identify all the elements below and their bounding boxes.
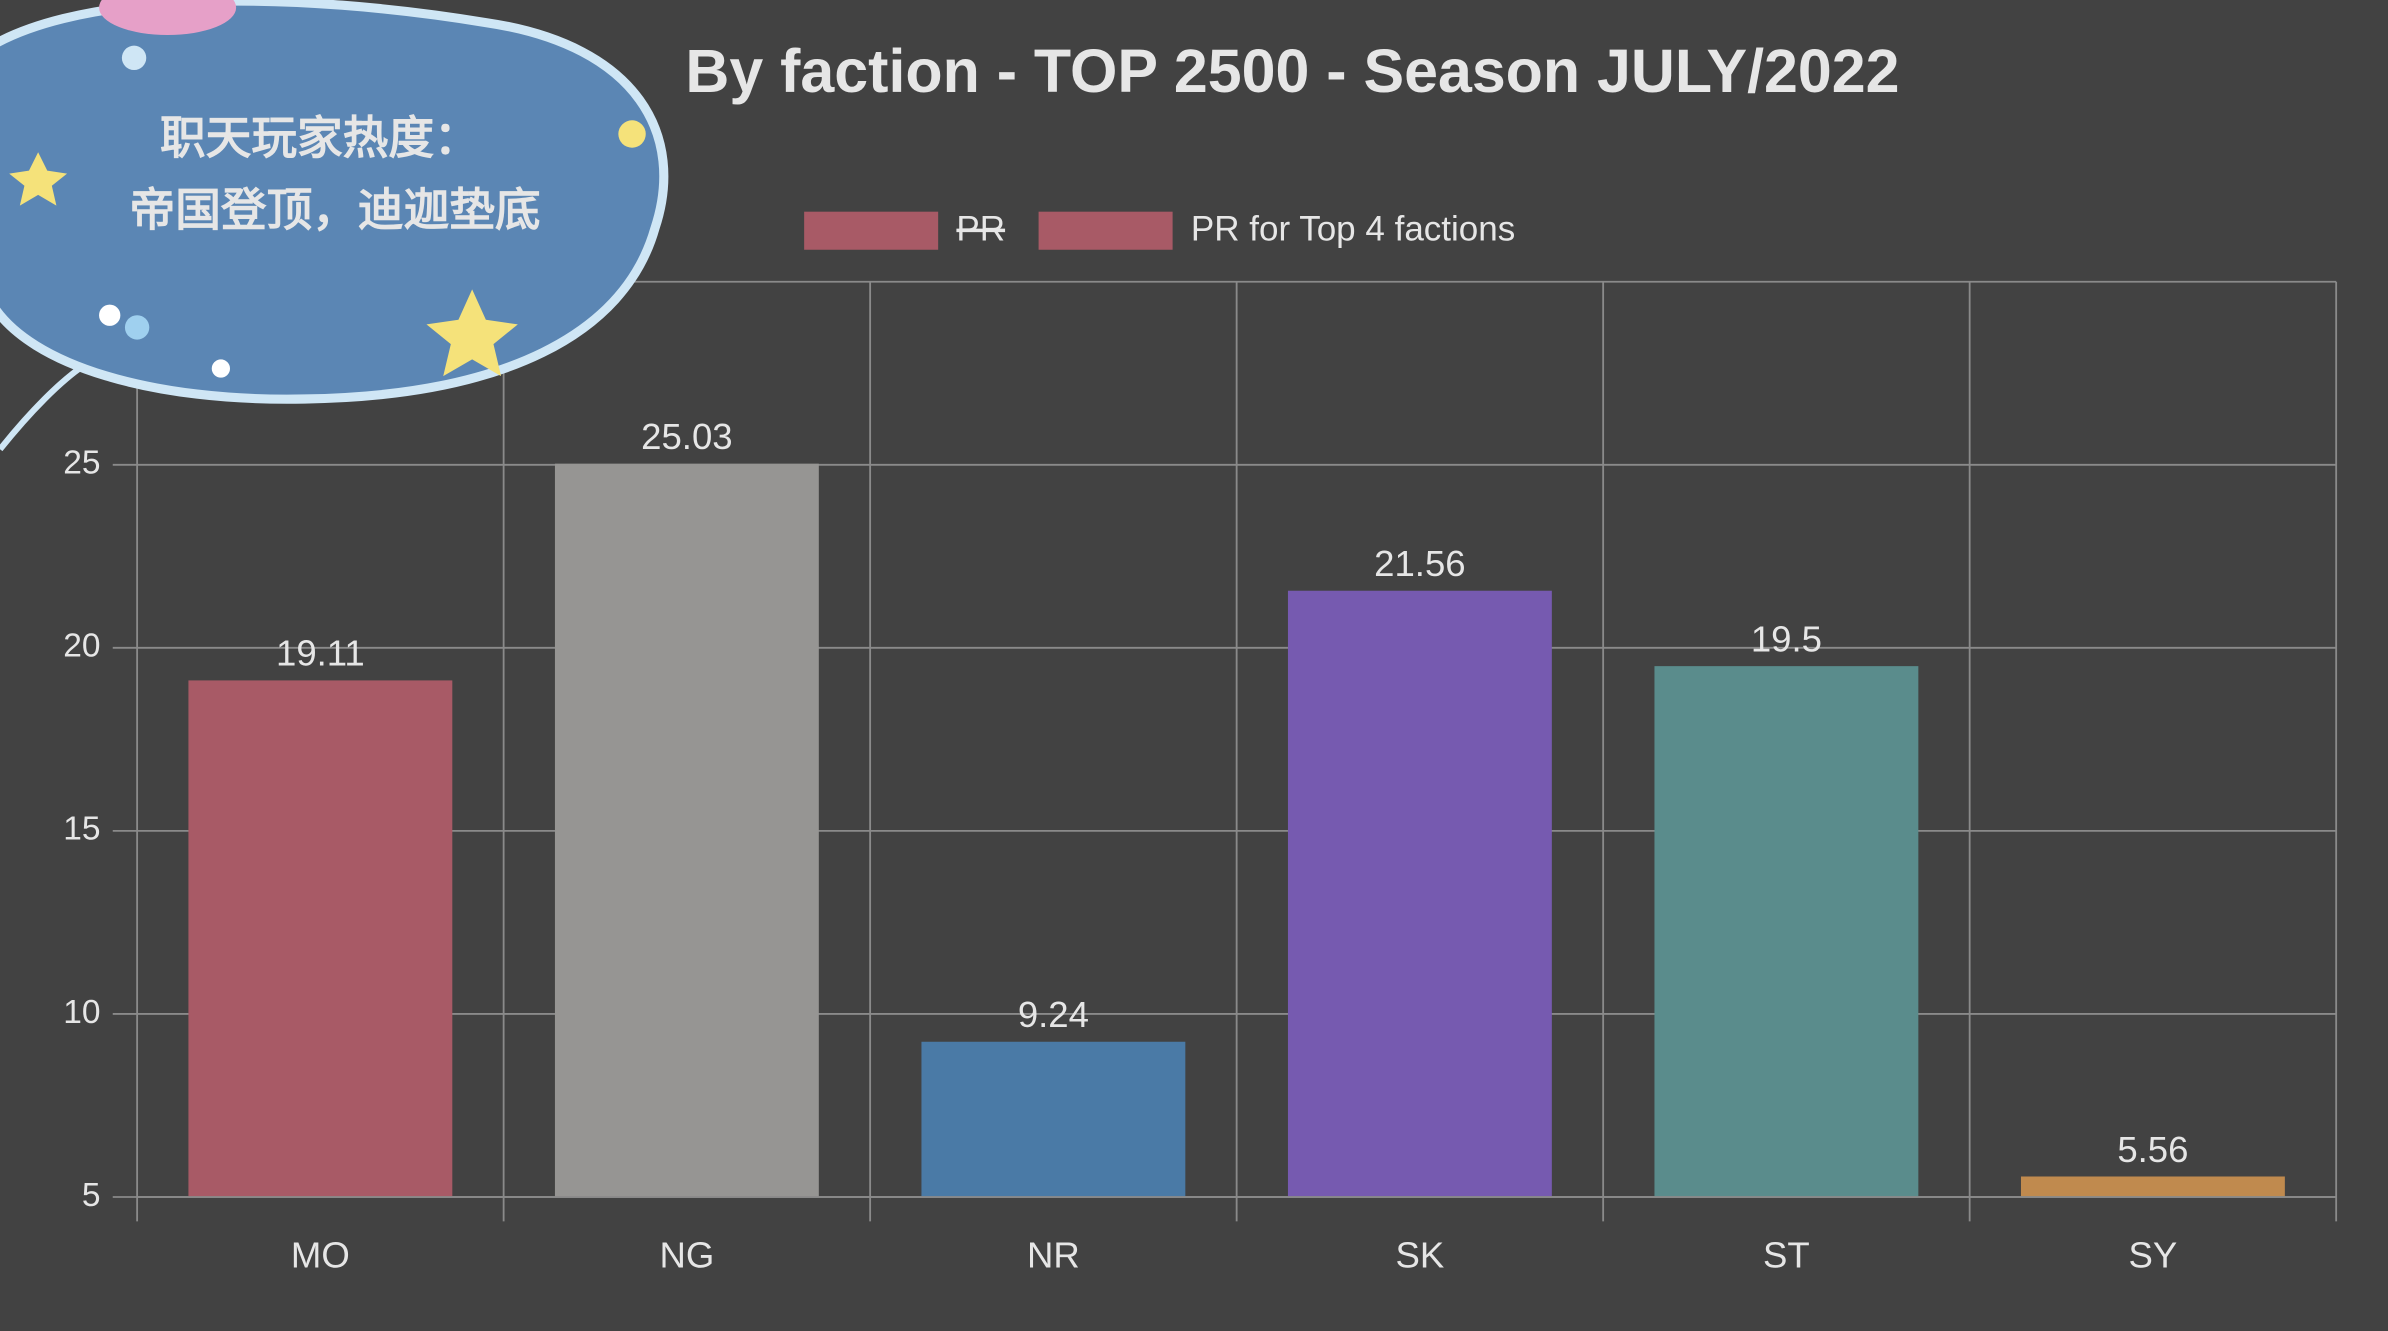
x-tick-label: NR	[1027, 1235, 1080, 1276]
y-tick-label: 5	[82, 1177, 101, 1214]
planet	[99, 0, 237, 36]
sticker: 职天玩家热度： 帝国登顶，迪迦垫底	[0, 0, 669, 452]
chart-title: By faction - TOP 2500 - Season JULY/2022	[685, 37, 1899, 105]
value-label: 19.5	[1751, 618, 1822, 659]
y-tick-label: 20	[63, 628, 100, 665]
bar	[188, 680, 453, 1197]
annotation: 职天玩家热度：	[160, 113, 480, 164]
y-tick-label: 10	[63, 994, 100, 1031]
annotation: 帝国登顶，迪迦垫底	[130, 184, 541, 235]
star	[426, 289, 518, 377]
tail	[0, 362, 86, 452]
dot	[121, 45, 147, 71]
value-label: 9.24	[1018, 994, 1089, 1035]
star	[9, 152, 68, 206]
bar	[921, 1041, 1186, 1197]
legend-label[interactable]: PR	[956, 210, 1005, 249]
legend-swatch	[1038, 211, 1173, 250]
bar	[1654, 666, 1919, 1197]
legend-swatch	[804, 211, 939, 250]
value-label: 19.11	[276, 633, 365, 674]
bar	[2020, 1176, 2285, 1197]
y-tick-label: 25	[63, 445, 100, 482]
value-label: 5.56	[2117, 1129, 2188, 1170]
dot	[124, 315, 150, 340]
value-label: 21.56	[1374, 543, 1465, 584]
x-tick-label: SK	[1396, 1235, 1445, 1276]
dot	[618, 120, 646, 148]
value-label: 25.03	[641, 416, 732, 457]
sticker-blob	[0, 0, 669, 404]
x-tick-label: NG	[659, 1235, 714, 1276]
bar	[1287, 590, 1552, 1197]
x-tick-label: MO	[291, 1235, 350, 1276]
dot	[99, 304, 121, 326]
y-tick-label: 15	[63, 811, 100, 848]
x-tick-label: ST	[1763, 1235, 1810, 1276]
x-tick-label: SY	[2129, 1235, 2178, 1276]
legend-label[interactable]: PR for Top 4 factions	[1191, 210, 1515, 249]
dot	[211, 359, 231, 378]
bar	[554, 463, 819, 1197]
